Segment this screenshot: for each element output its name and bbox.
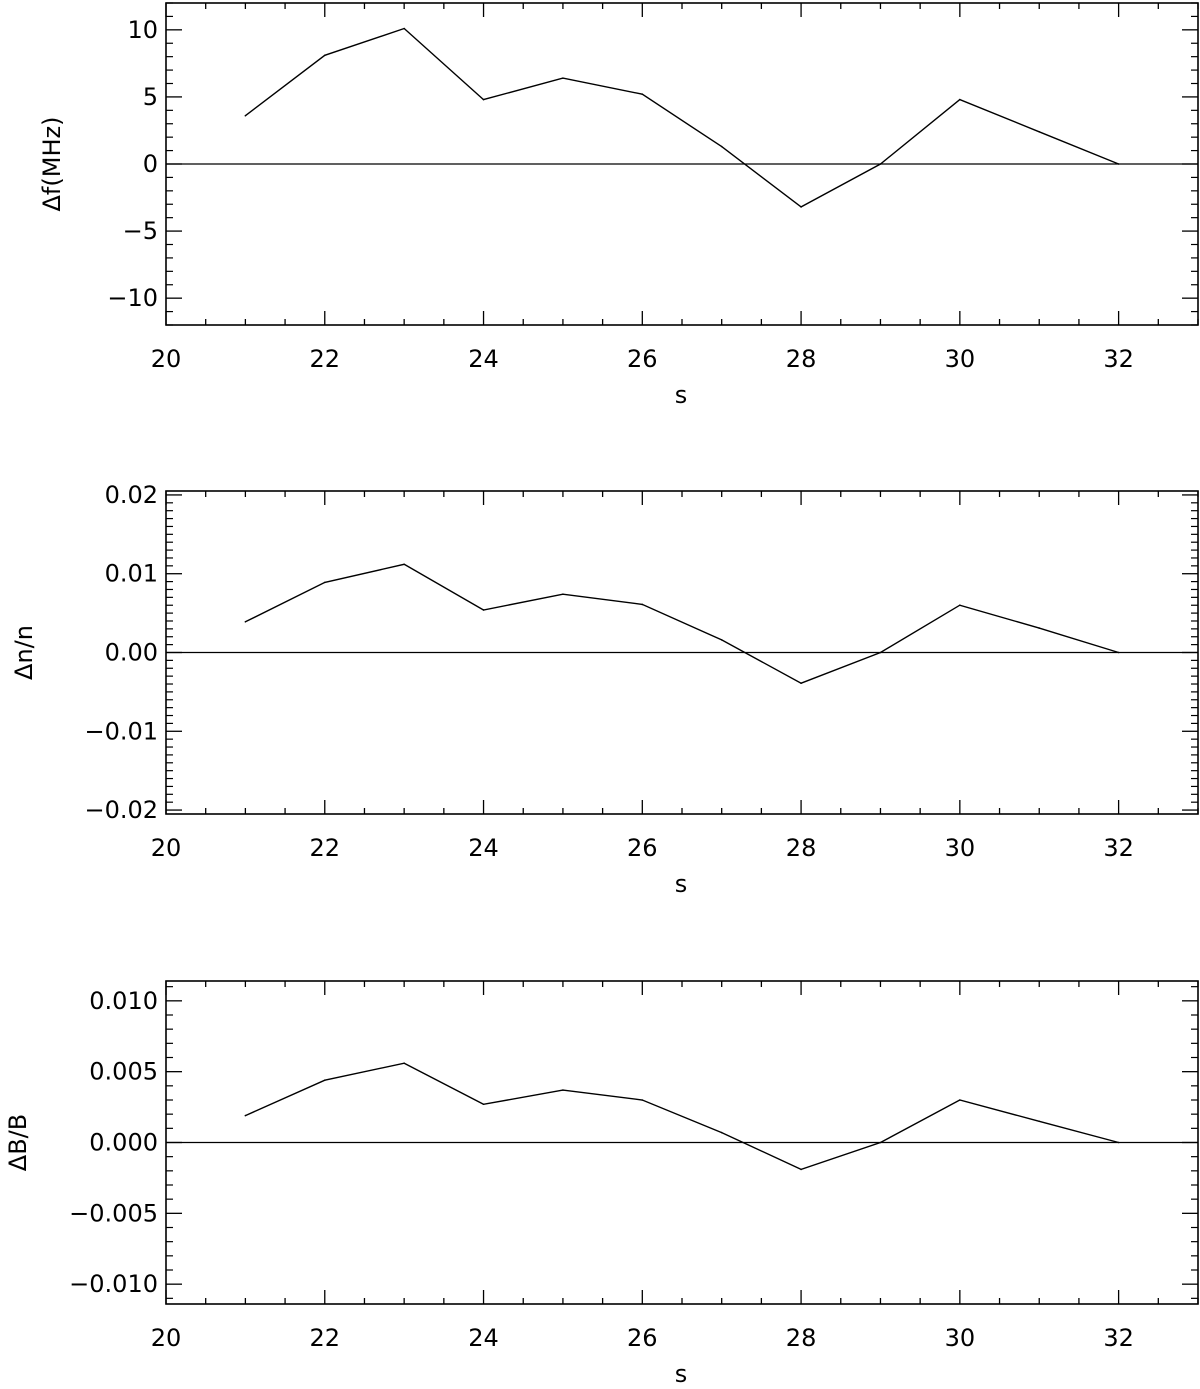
- data-point: [800, 206, 802, 208]
- y-tick-label: −0.01: [84, 717, 158, 745]
- data-point: [562, 77, 564, 79]
- y-tick-label: 0.010: [89, 987, 158, 1015]
- data-point: [403, 1062, 405, 1064]
- y-tick-label: 0.005: [89, 1058, 158, 1086]
- data-point: [323, 1079, 326, 1081]
- data-point: [641, 603, 644, 606]
- x-axis-title: s: [675, 870, 688, 898]
- data-point: [244, 114, 247, 117]
- data-point: [482, 1103, 485, 1106]
- panel-2: 20 22 24 26 28 30 32 −0.02 −0.01 0.00 0.01 0.02 s Δn/…: [10, 481, 1199, 898]
- y-tick-label: −5: [123, 217, 158, 245]
- x-tick-label: 30: [945, 345, 976, 373]
- series-line: [245, 1062, 1119, 1171]
- x-tick-label: 22: [309, 834, 340, 862]
- x-tick-label: 24: [468, 345, 499, 373]
- data-point: [1038, 131, 1041, 133]
- data-point: [562, 593, 564, 596]
- y-axis-title: Δn/n: [10, 625, 38, 680]
- data-point: [641, 1099, 644, 1101]
- data-point: [403, 27, 405, 30]
- x-tick-label: 20: [151, 834, 182, 862]
- x-tick-label: 30: [945, 834, 976, 862]
- x-axis-title: s: [675, 1360, 688, 1384]
- x-tick-label: 20: [151, 345, 182, 373]
- x-axis-title: s: [675, 381, 688, 409]
- data-point: [482, 609, 485, 611]
- x-tick-label: 32: [1103, 834, 1134, 862]
- x-tick-label: 20: [151, 1324, 182, 1352]
- y-tick-label: 0.01: [105, 560, 158, 588]
- y-tick-label: 10: [127, 16, 158, 44]
- data-point: [800, 1168, 802, 1171]
- y-tick-label: 5: [143, 83, 158, 111]
- x-tick-label: 26: [627, 345, 658, 373]
- data-point: [1117, 1141, 1120, 1144]
- data-point: [959, 1099, 961, 1101]
- data-point: [323, 54, 326, 57]
- y-tick-label: −0.010: [69, 1270, 158, 1298]
- x-tick-label: 30: [945, 1324, 976, 1352]
- y-tick-label: 0.02: [105, 481, 158, 509]
- data-point: [720, 145, 723, 148]
- y-tick-label: −10: [107, 284, 158, 312]
- series-line: [245, 563, 1119, 684]
- data-point: [879, 651, 882, 654]
- series-line: [244, 27, 1119, 208]
- x-tick-label: 32: [1103, 1324, 1134, 1352]
- data-point: [879, 163, 882, 165]
- panel-1: 20 22 24 26 28 30 32 −10 −5 0 5 10 s Δf(MHz): [38, 2, 1199, 409]
- x-tick-label: 26: [627, 834, 658, 862]
- data-point: [879, 1141, 882, 1144]
- x-tick-label: 32: [1103, 345, 1134, 373]
- y-tick-label: 0: [143, 150, 158, 178]
- y-tick-label: −0.02: [84, 796, 158, 824]
- data-point: [323, 581, 326, 584]
- data-point: [482, 98, 485, 101]
- panel-3: 20 22 24 26 28 30 32 −0.010 −0.005 0.000 0.005 0.01…: [4, 980, 1199, 1388]
- x-tick-label: 22: [309, 1324, 340, 1352]
- x-tick-label: 24: [468, 834, 499, 862]
- data-point: [1117, 163, 1120, 165]
- y-axis-title: ΔB/B: [4, 1114, 32, 1171]
- y-axis-title: Δf(MHz): [38, 117, 66, 212]
- x-tick-label: 28: [786, 834, 817, 862]
- data-point: [1038, 1120, 1041, 1123]
- x-tick-label: 22: [309, 345, 340, 373]
- x-tick-label: 26: [627, 1324, 658, 1352]
- x-tick-label: 28: [786, 345, 817, 373]
- data-point: [641, 93, 644, 96]
- y-tick-label: 0.000: [89, 1129, 158, 1157]
- y-tick-label: −0.005: [69, 1199, 158, 1227]
- x-tick-label: 28: [786, 1324, 817, 1352]
- y-tick-label: 0.00: [105, 639, 158, 667]
- data-point: [1117, 651, 1120, 654]
- data-point: [800, 682, 802, 685]
- data-point: [244, 1114, 247, 1117]
- data-point: [959, 98, 961, 101]
- data-point: [1038, 627, 1041, 629]
- x-tick-label: 24: [468, 1324, 499, 1352]
- data-point: [403, 563, 405, 566]
- data-point: [720, 639, 723, 641]
- data-point: [959, 604, 961, 607]
- data-point: [244, 620, 247, 623]
- data-point: [562, 1089, 564, 1091]
- data-point: [720, 1131, 723, 1134]
